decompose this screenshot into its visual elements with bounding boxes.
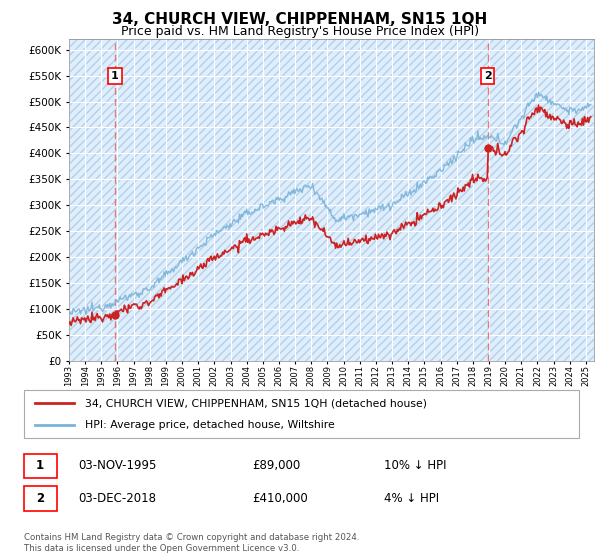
Text: HPI: Average price, detached house, Wiltshire: HPI: Average price, detached house, Wilt… [85, 420, 335, 430]
Text: 1: 1 [111, 71, 119, 81]
Text: Price paid vs. HM Land Registry's House Price Index (HPI): Price paid vs. HM Land Registry's House … [121, 25, 479, 38]
Text: 10% ↓ HPI: 10% ↓ HPI [384, 459, 446, 473]
Text: £89,000: £89,000 [252, 459, 300, 473]
Text: 4% ↓ HPI: 4% ↓ HPI [384, 492, 439, 505]
Text: £410,000: £410,000 [252, 492, 308, 505]
Text: 2: 2 [484, 71, 491, 81]
Text: 2: 2 [36, 492, 44, 505]
FancyBboxPatch shape [24, 390, 579, 438]
Text: Contains HM Land Registry data © Crown copyright and database right 2024.
This d: Contains HM Land Registry data © Crown c… [24, 533, 359, 553]
Text: 34, CHURCH VIEW, CHIPPENHAM, SN15 1QH: 34, CHURCH VIEW, CHIPPENHAM, SN15 1QH [112, 12, 488, 27]
Text: 34, CHURCH VIEW, CHIPPENHAM, SN15 1QH (detached house): 34, CHURCH VIEW, CHIPPENHAM, SN15 1QH (d… [85, 398, 427, 408]
Text: 03-NOV-1995: 03-NOV-1995 [78, 459, 157, 473]
Text: 1: 1 [36, 459, 44, 473]
Text: 03-DEC-2018: 03-DEC-2018 [78, 492, 156, 505]
